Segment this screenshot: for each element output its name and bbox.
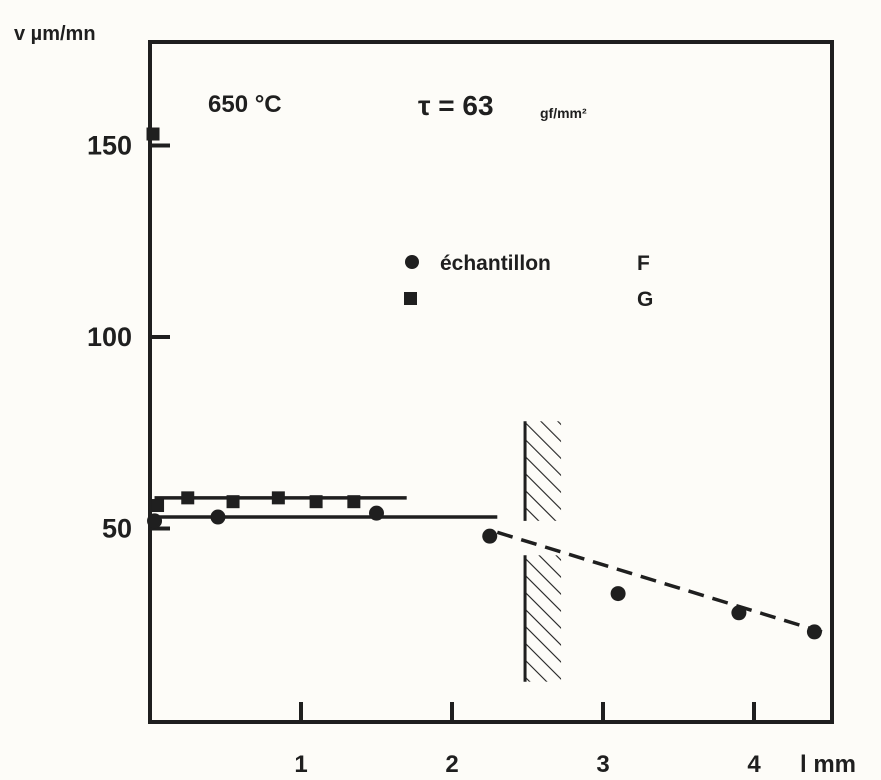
- temperature-annotation: 650 °C: [208, 91, 282, 118]
- data-point-f: [369, 505, 384, 521]
- stress-annotation: τ = 63: [418, 90, 494, 121]
- stress-unit: gf/mm²: [540, 105, 587, 121]
- data-point-g: [271, 491, 285, 505]
- data-point-f: [210, 509, 226, 525]
- y-axis-label: v µm/mn: [14, 23, 96, 45]
- x-axis-label: l mm: [800, 751, 856, 778]
- data-point-f: [147, 513, 163, 529]
- data-point-g: [347, 495, 361, 509]
- x-tick-label: 1: [294, 751, 307, 778]
- data-point-f: [482, 528, 498, 544]
- legend-label-g: G: [637, 288, 653, 311]
- data-point-f: [731, 605, 747, 621]
- plot-frame: [148, 40, 834, 724]
- legend-square-marker: [404, 292, 417, 305]
- data-point-g: [181, 491, 195, 505]
- fit-line-f: [496, 530, 823, 634]
- data-point-g: [226, 495, 240, 509]
- y-tick-label: 50: [102, 514, 132, 544]
- y-tick-label: 150: [87, 131, 132, 161]
- x-tick-label: 2: [445, 751, 458, 778]
- data-point-g: [309, 495, 323, 509]
- legend-label-f: F: [637, 252, 650, 275]
- legend-prefix: échantillon: [440, 252, 551, 275]
- hatched-barrier: [525, 555, 562, 682]
- data-point-f: [806, 624, 822, 640]
- x-tick-label: 3: [596, 751, 609, 778]
- legend-circle-marker: [405, 255, 419, 269]
- y-tick-label: 100: [87, 322, 132, 352]
- x-tick-label: 4: [747, 751, 761, 778]
- hatched-barrier: [525, 421, 562, 521]
- legend: échantillon F G: [404, 252, 653, 311]
- data-point-g: [151, 499, 165, 513]
- data-point-g: [146, 127, 160, 141]
- data-point-f: [610, 586, 626, 602]
